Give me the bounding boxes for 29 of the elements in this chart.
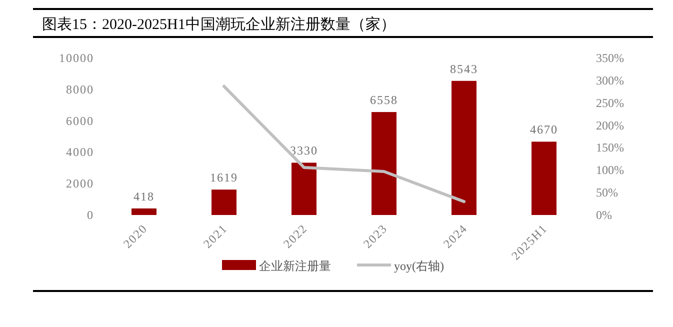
y2-tick-label: 0% — [596, 208, 612, 222]
legend-label: yoy(右轴) — [394, 259, 444, 273]
y-tick-label: 4000 — [66, 145, 94, 160]
y2-tick-label: 250% — [596, 96, 624, 110]
y2-tick-label: 200% — [596, 118, 624, 132]
data-label: 6558 — [370, 93, 398, 108]
bar — [132, 208, 156, 215]
bar — [372, 112, 396, 215]
bar — [212, 190, 236, 215]
y2-tick-label: 350% — [596, 51, 624, 65]
y2-tick-label: 300% — [596, 73, 624, 88]
y-tick-label: 8000 — [66, 82, 94, 96]
bar — [532, 142, 556, 215]
data-label: 4670 — [530, 122, 558, 137]
data-label: 8543 — [450, 62, 478, 76]
y2-tick-label: 150% — [596, 140, 624, 155]
data-label: 3330 — [290, 144, 318, 158]
data-label: 418 — [134, 189, 154, 204]
legend-label: 企业新注册量 — [259, 259, 331, 273]
y-tick-label: 10000 — [59, 51, 94, 65]
y-tick-label: 0 — [87, 208, 94, 222]
bar — [452, 80, 476, 215]
data-label: 1619 — [210, 170, 238, 185]
y2-tick-label: 100% — [596, 163, 624, 178]
chart-title: 图表15：2020-2025H1中国潮玩企业新注册数量（家） — [42, 16, 396, 33]
bar — [292, 162, 316, 215]
y-tick-label: 6000 — [66, 114, 94, 128]
y2-tick-label: 50% — [596, 186, 618, 200]
y-tick-label: 2000 — [66, 176, 94, 191]
